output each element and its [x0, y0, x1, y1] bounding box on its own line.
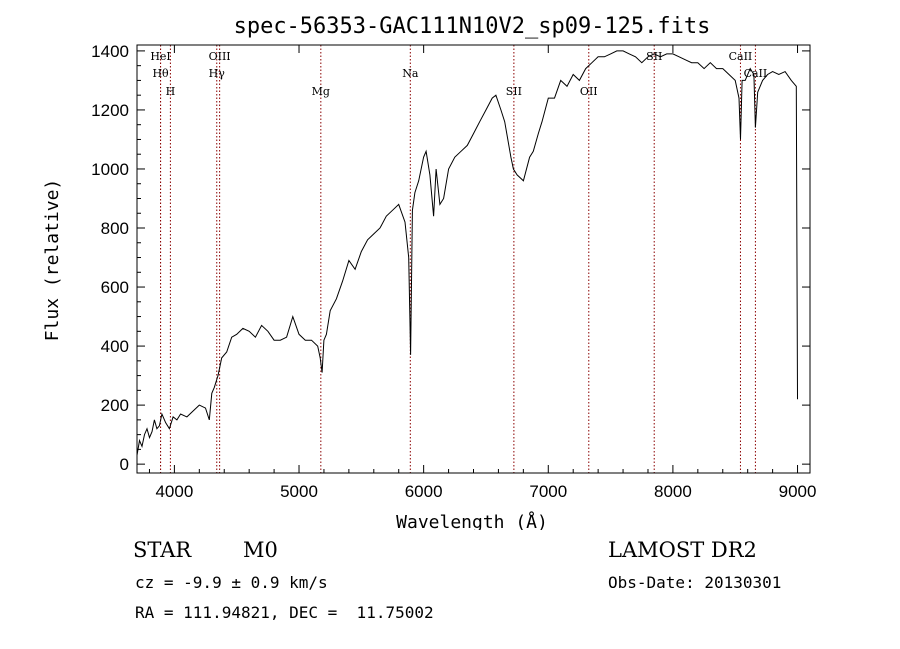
marker-label-5: Mg: [312, 85, 330, 98]
x-tick-label-2: 6000: [405, 482, 443, 501]
y-tick-label-6: 1200: [91, 101, 129, 120]
y-axis-ticks: 0 200 400 600 800 1000 1200 1400: [91, 42, 810, 474]
x-tick-label-0: 4000: [155, 482, 193, 501]
observation-date: Obs-Date: 20130301: [608, 573, 782, 592]
x-tick-label-3: 7000: [529, 482, 567, 501]
marker-label-8: OII: [580, 85, 598, 98]
marker-label-9: SII: [646, 50, 662, 63]
marker-label-10: CaII: [729, 50, 753, 63]
marker-label-2: H: [166, 85, 176, 98]
chart-title: spec-56353-GAC111N10V2_sp09-125.fits: [234, 14, 711, 39]
y-tick-label-2: 400: [101, 337, 129, 356]
x-axis-label: Wavelength (Å): [396, 511, 548, 530]
marker-label-1: Hθ: [152, 67, 169, 80]
survey-name: LAMOST DR2: [608, 538, 757, 562]
marker-label-3: OIII: [209, 50, 231, 63]
plot-frame: [136, 44, 811, 474]
x-tick-label-4: 8000: [654, 482, 692, 501]
x-tick-label-1: 5000: [280, 482, 318, 501]
spectrum-chart: spec-56353-GAC111N10V2_sp09-125.fits HeI…: [42, 14, 817, 530]
object-class: STAR: [133, 538, 192, 562]
y-tick-label-1: 200: [101, 396, 129, 415]
emission-line-markers: [160, 45, 756, 473]
object-subclass: M0: [243, 538, 278, 562]
marker-label-7: SII: [506, 85, 522, 98]
marker-label-4: Hγ: [209, 67, 226, 80]
marker-label-6: Na: [402, 67, 419, 80]
y-axis-label: Flux (relative): [42, 179, 63, 342]
y-tick-label-3: 600: [101, 278, 129, 297]
x-tick-label-5: 9000: [779, 482, 817, 501]
emission-line-labels: HeI Hθ H OIII Hγ Mg Na SII OII SII CaII CaII: [150, 50, 767, 98]
y-tick-label-7: 1400: [91, 42, 129, 61]
redshift-velocity: cz = -9.9 ± 0.9 km/s: [135, 573, 328, 592]
marker-label-0: HeI: [150, 50, 170, 63]
y-tick-label-0: 0: [120, 455, 129, 474]
y-tick-label-4: 800: [101, 219, 129, 238]
x-axis-ticks: 4000 5000 6000 7000 8000 9000: [148, 45, 817, 501]
spectrum-series-line: [136, 50, 798, 456]
marker-label-11: CaII: [744, 67, 768, 80]
ra-dec-coordinates: RA = 111.94821, DEC = 11.75002: [135, 603, 434, 622]
y-tick-label-5: 1000: [91, 160, 129, 179]
